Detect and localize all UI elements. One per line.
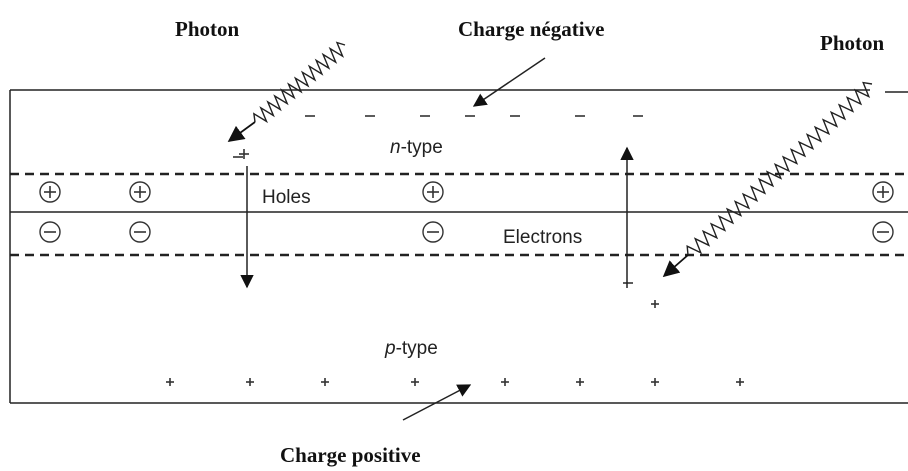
photon-wave xyxy=(686,81,873,256)
positive-charge-arrow xyxy=(402,384,472,421)
ion-circle xyxy=(422,181,444,203)
charge-negative-label: Charge négative xyxy=(458,17,604,41)
ion-circle xyxy=(129,221,151,243)
photon-arrow xyxy=(662,254,689,278)
negative-charge-arrow xyxy=(472,57,546,107)
n-type-label: n-type xyxy=(390,137,443,158)
photon-arrow xyxy=(227,121,256,142)
ion-circle xyxy=(872,221,894,243)
photon-label: Photon xyxy=(820,31,885,55)
holes-label: Holes xyxy=(262,187,311,208)
ion-circle xyxy=(422,221,444,243)
ion-circle xyxy=(872,181,894,203)
electrons-label: Electrons xyxy=(503,227,582,248)
charge-positive-label: Charge positive xyxy=(280,443,421,467)
p-type-label: p-type xyxy=(384,338,438,359)
photon-label: Photon xyxy=(175,17,240,41)
ion-circle xyxy=(39,221,61,243)
ion-circle xyxy=(39,181,61,203)
ion-circle xyxy=(129,181,151,203)
photon-wave xyxy=(253,41,346,124)
